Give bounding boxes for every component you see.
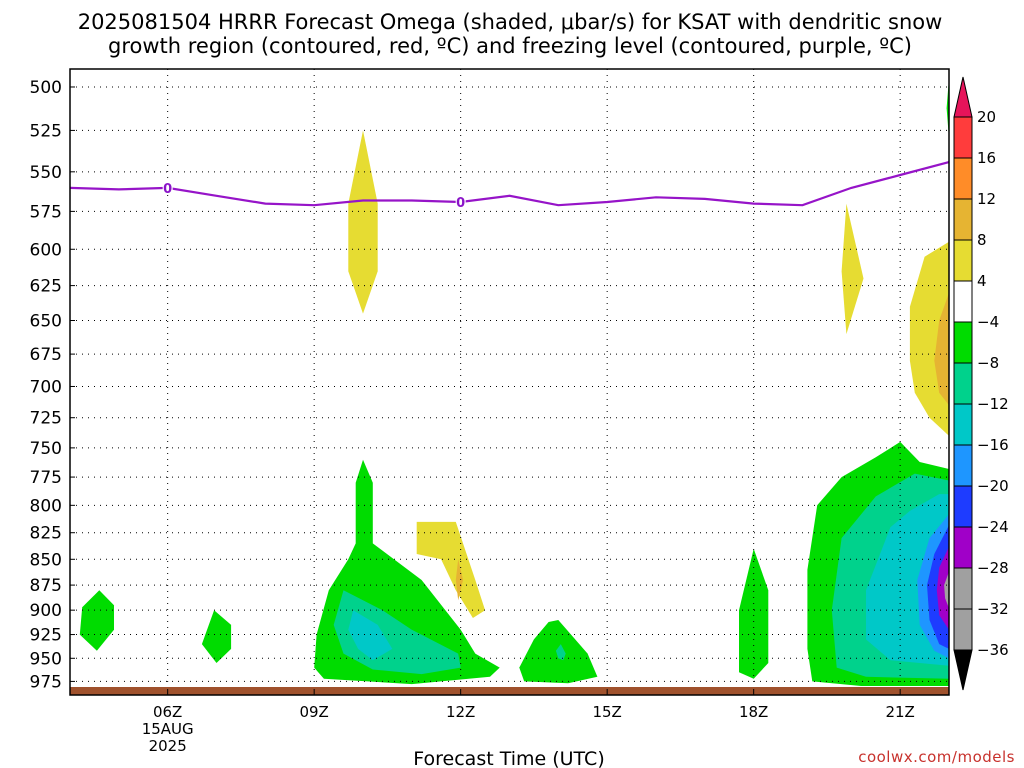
x-tick-label-21Z: 21Z — [885, 703, 914, 721]
colorbar-tick-10: −20 — [977, 477, 1009, 495]
omega-region-21 — [936, 546, 949, 630]
plot-frame — [69, 68, 950, 696]
omega-region-1 — [348, 130, 378, 314]
omega-region-12 — [348, 610, 393, 661]
colorbar-tick-8: −12 — [977, 395, 1009, 413]
y-tick-label-550: 550 — [30, 163, 62, 183]
omega-shading — [79, 78, 949, 686]
omega-region-6 — [416, 521, 486, 618]
colorbar-swatch-3 — [953, 198, 973, 241]
y-tick-label-900: 900 — [30, 601, 62, 621]
ground-surface — [70, 687, 949, 695]
colorbar-swatch-9 — [953, 444, 973, 487]
colorbar-tick-7: −8 — [977, 354, 999, 372]
y-tick-label-725: 725 — [30, 409, 62, 429]
y-tick-label-625: 625 — [30, 277, 62, 297]
x-tick-date: 15AUG — [142, 720, 194, 738]
x-tick-year: 2025 — [149, 737, 187, 755]
x-tick-label-12Z: 12Z — [446, 703, 475, 721]
omega-region-2 — [841, 203, 864, 335]
x-tick-label-18Z: 18Z — [739, 703, 768, 721]
grid-lines — [70, 69, 949, 695]
omega-region-7 — [455, 559, 464, 601]
y-tick-label-975: 975 — [30, 672, 62, 692]
colorbar-swatch-2 — [953, 157, 973, 200]
freezing-label-bg-2 — [455, 194, 466, 210]
y-tick-label-775: 775 — [30, 468, 62, 488]
x-tick-label-09Z: 09Z — [299, 703, 328, 721]
colorbar-tick-13: −32 — [977, 600, 1009, 618]
omega-region-22 — [944, 571, 949, 609]
colorbar-swatch-8 — [953, 403, 973, 446]
colorbar-swatch-10 — [953, 485, 973, 528]
colorbar-tick-6: −4 — [977, 313, 999, 331]
x-tick-label-06Z: 06Z — [153, 703, 182, 721]
colorbar-tick-9: −16 — [977, 436, 1009, 454]
colorbar-swatch-5 — [953, 280, 973, 323]
y-tick-label-650: 650 — [30, 312, 62, 332]
chart-title-line-2: growth region (contoured, red, ºC) and f… — [108, 34, 912, 58]
colorbar-tick-2: 16 — [977, 149, 996, 167]
y-tick-label-600: 600 — [30, 240, 62, 260]
y-tick-label-925: 925 — [30, 626, 62, 646]
credit-text: coolwx.com/models — [858, 748, 1015, 766]
freezing-level-line — [69, 161, 950, 207]
freezing-label-bg-1 — [162, 179, 173, 195]
y-tick-label-825: 825 — [30, 524, 62, 544]
omega-region-5 — [934, 292, 949, 406]
plot-area: 00 — [69, 68, 950, 696]
colorbar-top-arrow — [953, 76, 973, 118]
y-tick-label-950: 950 — [30, 649, 62, 669]
plot-background — [70, 69, 949, 695]
colorbar-swatch-4 — [953, 239, 973, 282]
freezing-level-label-2: 0 — [456, 196, 465, 211]
y-tick-label-750: 750 — [30, 439, 62, 459]
y-tick-label-850: 850 — [30, 550, 62, 570]
colorbar-swatch-11 — [953, 526, 973, 569]
colorbar-tick-4: 8 — [977, 231, 987, 249]
y-tick-label-675: 675 — [30, 345, 62, 365]
omega-region-14 — [555, 644, 566, 661]
freezing-level-contour: 00 — [69, 161, 950, 211]
colorbar-tick-14: −36 — [977, 641, 1009, 659]
colorbar-swatch-7 — [953, 362, 973, 405]
omega-region-9 — [201, 610, 232, 663]
omega-region-15 — [739, 548, 769, 679]
colorbar-swatch-1 — [953, 116, 973, 159]
y-tick-label-575: 575 — [30, 202, 62, 222]
colorbar-tick-5: 4 — [977, 272, 987, 290]
y-tick-label-700: 700 — [30, 377, 62, 397]
colorbar-tick-3: 12 — [977, 190, 996, 208]
freezing-level-label-1: 0 — [163, 182, 172, 197]
colorbar-tick-11: −24 — [977, 518, 1009, 536]
y-tick-label-875: 875 — [30, 576, 62, 596]
y-tick-label-800: 800 — [30, 496, 62, 516]
colorbar-swatch-13 — [953, 608, 973, 651]
omega-region-8 — [79, 590, 114, 651]
chart-title-line-1: 2025081504 HRRR Forecast Omega (shaded, … — [78, 10, 943, 34]
colorbar-swatch-12 — [953, 567, 973, 610]
colorbar: 20 16 12 8 4 −4 −8 −12 −16 −20 −24 −28 −32 −36 — [953, 76, 1009, 691]
colorbar-tick-12: −28 — [977, 559, 1009, 577]
colorbar-tick-1: 20 — [977, 108, 996, 126]
colorbar-swatch-6 — [953, 321, 973, 364]
y-axis-ticks: 500 525 550 575 600 625 650 675 700 725 750 775 800 8… — [30, 78, 75, 692]
x-axis-label: Forecast Time (UTC) — [413, 748, 604, 768]
y-tick-label-500: 500 — [30, 78, 62, 98]
y-tick-label-525: 525 — [30, 121, 62, 141]
x-tick-label-15Z: 15Z — [592, 703, 621, 721]
colorbar-bottom-arrow — [953, 649, 973, 691]
